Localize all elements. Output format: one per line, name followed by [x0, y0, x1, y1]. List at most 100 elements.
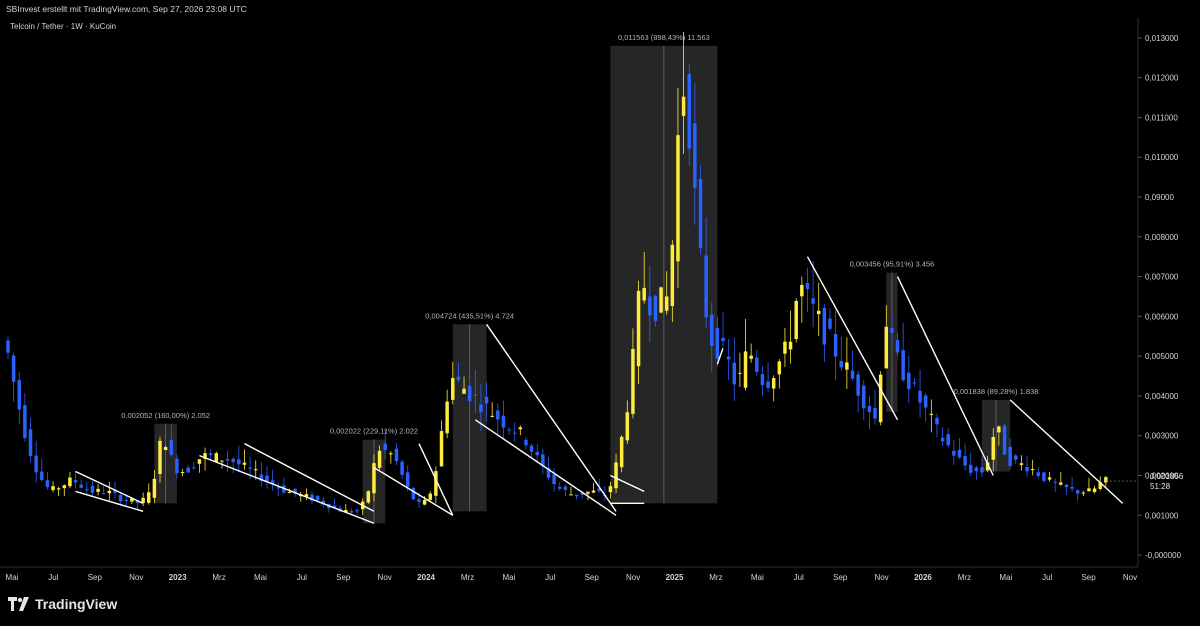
candle-body [186, 467, 190, 473]
trendline [485, 323, 617, 512]
candle-body [670, 244, 675, 307]
candle-body [800, 284, 804, 297]
candle-body [315, 495, 320, 501]
candle-body [169, 440, 174, 455]
candle-body [479, 404, 483, 413]
trendline [716, 347, 724, 365]
time-tick-label: Mai [751, 573, 764, 582]
candle-body [130, 498, 134, 502]
candle-body [862, 385, 866, 409]
candle-body [512, 432, 517, 434]
candle-body [732, 362, 737, 385]
candle-body [85, 489, 89, 491]
candle-body [878, 374, 883, 423]
candle-body [451, 378, 455, 400]
candle-body [642, 287, 646, 301]
candle-body [653, 295, 658, 322]
candle-body [839, 361, 843, 368]
candle-body [496, 410, 500, 420]
candle-body [591, 490, 596, 493]
time-tick-label: 2025 [666, 573, 684, 582]
time-tick-label: Jul [297, 573, 307, 582]
price-tick-label: 0,010000 [1145, 153, 1179, 162]
time-tick-label: Jul [1042, 573, 1052, 582]
candle-body [180, 471, 185, 474]
candle-body [1019, 463, 1024, 465]
measurement-boxes [154, 45, 1011, 524]
time-tick-label: Mai [6, 573, 19, 582]
candle-body [811, 298, 815, 304]
candle-body [1059, 482, 1063, 485]
candle-body [918, 390, 922, 403]
candle-body [462, 388, 466, 394]
trendline [1009, 399, 1124, 504]
time-tick-label: Nov [874, 573, 888, 582]
candle-body [349, 511, 354, 513]
candle-body [997, 426, 1001, 433]
candle-body [163, 447, 168, 451]
price-tick-label: 0,013000 [1145, 34, 1179, 43]
measurement-label: 0,011563 (898,43%) 11.563 [618, 33, 710, 42]
candle-body [586, 491, 590, 494]
time-tick-label: Sep [1081, 573, 1096, 582]
candle-body [377, 450, 382, 468]
candle-body [321, 500, 326, 505]
candle-body [107, 490, 112, 494]
candle-body [890, 328, 894, 333]
measurement-label: 0,002022 (229,11%) 2.022 [330, 427, 418, 436]
price-tick-label: 0,003000 [1145, 432, 1179, 441]
candle-body [73, 480, 78, 483]
candle-body [231, 458, 235, 463]
candle-body [569, 494, 573, 496]
candle-body [158, 440, 162, 474]
candle-body [101, 493, 106, 495]
time-axis[interactable]: Mai Jul Sep Nov 2023 Mrz Mai Jul Sep Nov 2024 Mrz Ma… [6, 573, 1138, 582]
candle-body [6, 340, 10, 353]
candle-body [985, 462, 990, 471]
tradingview-brand[interactable]: TradingView [8, 596, 117, 612]
candle-body [383, 443, 387, 451]
candle-body [1008, 446, 1012, 466]
candle-body [1081, 492, 1086, 494]
candle-body [389, 453, 393, 455]
time-tick-label: Jul [48, 573, 58, 582]
candle-body [766, 381, 770, 388]
candle-body [366, 491, 371, 503]
candle-body [963, 456, 967, 466]
time-tick-label: Mrz [212, 573, 225, 582]
trendline [75, 490, 144, 512]
symbol-label: Telcoin / Tether · 1W · KuCoin [10, 22, 117, 31]
price-tick-label: 0,09000 [1145, 193, 1174, 202]
trendline [75, 470, 144, 504]
candle-body [152, 478, 157, 498]
candle-body [1070, 486, 1074, 489]
candle-body [648, 296, 652, 316]
candle-body [940, 437, 945, 442]
candle-body [135, 500, 140, 504]
candle-body [11, 355, 16, 382]
candle-body [501, 415, 506, 428]
candle-body [952, 450, 956, 456]
candle-body [287, 491, 292, 493]
candle-body [625, 412, 630, 441]
candle-body [895, 340, 900, 353]
time-tick-label: Mai [999, 573, 1012, 582]
candle-body [822, 307, 827, 345]
candle-body [524, 439, 528, 446]
candle-body [980, 467, 984, 473]
candle-body [698, 179, 703, 248]
price-axis[interactable]: 0,013000 0,012000 0,011000 0,010000 0,09000 0… [1105, 34, 1182, 560]
candle-body [1098, 482, 1102, 490]
candle-body [580, 493, 585, 495]
price-tick-label: -0,000000 [1145, 551, 1182, 560]
candle-body [783, 341, 787, 354]
candle-body [636, 290, 641, 367]
candle-body [1036, 472, 1041, 476]
candle-body [563, 486, 568, 490]
candle-body [681, 96, 686, 116]
candle-body [1042, 472, 1046, 481]
candle-body [1104, 477, 1108, 483]
candle-body [687, 74, 691, 149]
candle-body [614, 462, 618, 489]
